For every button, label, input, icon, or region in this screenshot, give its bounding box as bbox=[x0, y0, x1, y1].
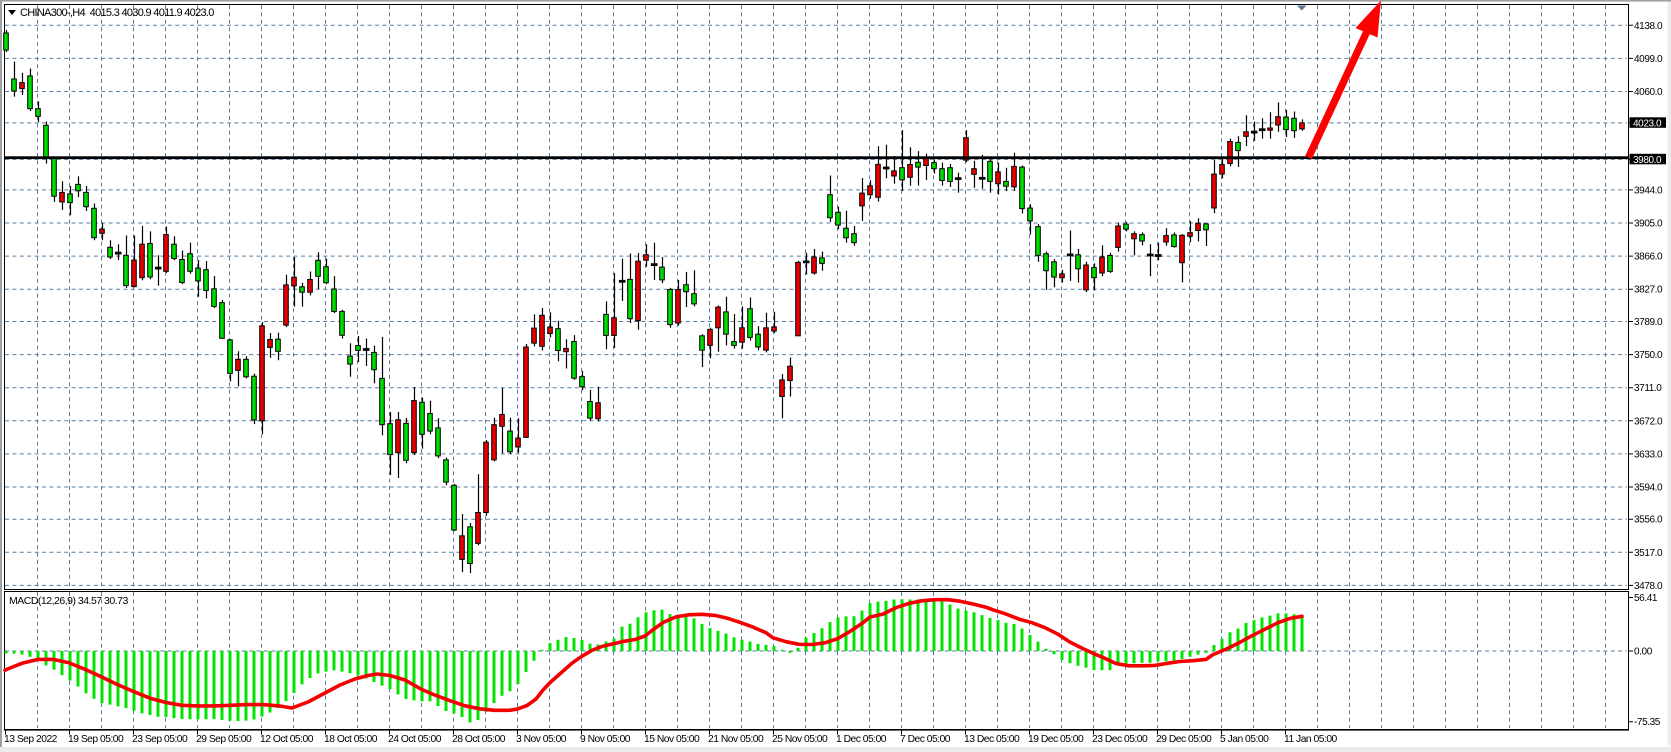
svg-text:19 Dec 05:00: 19 Dec 05:00 bbox=[1028, 734, 1084, 745]
svg-text:3594.0: 3594.0 bbox=[1634, 483, 1663, 494]
svg-text:3 Nov 05:00: 3 Nov 05:00 bbox=[516, 734, 567, 745]
svg-text:3556.0: 3556.0 bbox=[1634, 515, 1663, 526]
svg-text:21 Nov 05:00: 21 Nov 05:00 bbox=[708, 734, 764, 745]
svg-text:CHINA300-,H4 4015.3 4030.9 40: CHINA300-,H4 4015.3 4030.9 4011.9 4023.0 bbox=[20, 7, 214, 19]
svg-text:15 Nov 05:00: 15 Nov 05:00 bbox=[644, 734, 700, 745]
svg-text:3750.0: 3750.0 bbox=[1634, 350, 1663, 361]
svg-text:4138.0: 4138.0 bbox=[1634, 21, 1663, 32]
svg-text:1 Dec 05:00: 1 Dec 05:00 bbox=[836, 734, 887, 745]
svg-text:19 Sep 05:00: 19 Sep 05:00 bbox=[68, 734, 124, 745]
svg-text:3672.0: 3672.0 bbox=[1634, 416, 1663, 427]
svg-text:3711.0: 3711.0 bbox=[1634, 383, 1662, 394]
svg-text:3827.0: 3827.0 bbox=[1634, 285, 1663, 296]
svg-text:4099.0: 4099.0 bbox=[1634, 54, 1663, 65]
svg-text:13 Sep 2022: 13 Sep 2022 bbox=[4, 734, 58, 745]
svg-text:3517.0: 3517.0 bbox=[1634, 548, 1663, 559]
svg-text:23 Dec 05:00: 23 Dec 05:00 bbox=[1092, 734, 1148, 745]
svg-text:24 Oct 05:00: 24 Oct 05:00 bbox=[388, 734, 442, 745]
svg-text:4060.0: 4060.0 bbox=[1634, 87, 1663, 98]
svg-text:13 Dec 05:00: 13 Dec 05:00 bbox=[964, 734, 1020, 745]
svg-text:4023.0: 4023.0 bbox=[1633, 119, 1662, 130]
svg-text:18 Oct 05:00: 18 Oct 05:00 bbox=[324, 734, 378, 745]
svg-text:3478.0: 3478.0 bbox=[1634, 581, 1663, 592]
svg-text:23 Sep 05:00: 23 Sep 05:00 bbox=[132, 734, 188, 745]
svg-text:11 Jan 05:00: 11 Jan 05:00 bbox=[1284, 734, 1338, 745]
svg-text:3980.0: 3980.0 bbox=[1633, 155, 1662, 166]
svg-text:3633.0: 3633.0 bbox=[1634, 449, 1663, 460]
svg-text:9 Nov 05:00: 9 Nov 05:00 bbox=[580, 734, 631, 745]
svg-text:-75.35: -75.35 bbox=[1634, 717, 1661, 728]
svg-text:12 Oct 05:00: 12 Oct 05:00 bbox=[260, 734, 314, 745]
svg-text:3866.0: 3866.0 bbox=[1634, 252, 1663, 263]
svg-text:5 Jan 05:00: 5 Jan 05:00 bbox=[1220, 734, 1269, 745]
svg-text:56.41: 56.41 bbox=[1634, 593, 1658, 604]
svg-text:25 Nov 05:00: 25 Nov 05:00 bbox=[772, 734, 828, 745]
svg-text:29 Dec 05:00: 29 Dec 05:00 bbox=[1156, 734, 1212, 745]
svg-text:MACD(12,26,9) 34.57 30.73: MACD(12,26,9) 34.57 30.73 bbox=[9, 595, 128, 607]
svg-text:29 Sep 05:00: 29 Sep 05:00 bbox=[196, 734, 252, 745]
svg-text:7 Dec 05:00: 7 Dec 05:00 bbox=[900, 734, 951, 745]
svg-text:28 Oct 05:00: 28 Oct 05:00 bbox=[452, 734, 506, 745]
svg-text:3789.0: 3789.0 bbox=[1634, 317, 1663, 328]
svg-text:0.00: 0.00 bbox=[1634, 647, 1653, 658]
svg-text:3944.0: 3944.0 bbox=[1634, 185, 1663, 196]
svg-text:3905.0: 3905.0 bbox=[1634, 219, 1663, 230]
